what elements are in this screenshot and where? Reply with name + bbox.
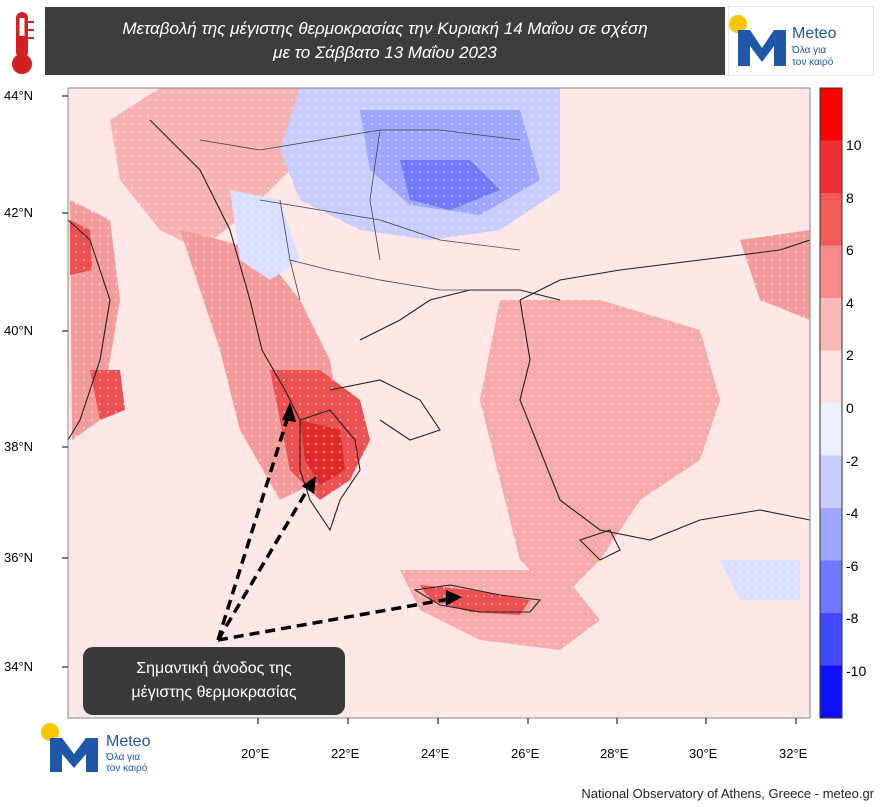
lat-label-42: 42°N bbox=[4, 205, 33, 220]
lat-label-38: 38°N bbox=[4, 439, 33, 454]
logo-name: Meteo bbox=[792, 25, 837, 42]
colorbar bbox=[820, 88, 842, 719]
lat-label-40: 40°N bbox=[4, 323, 33, 338]
title-line-1: Μεταβολή της μέγιστης θερμοκρασίας την Κ… bbox=[122, 19, 648, 38]
colorbar-segment bbox=[820, 665, 842, 719]
logo-tagline-2: τον καιρό bbox=[106, 762, 148, 774]
callout-box: Σημαντική άνοδος της μέγιστης θερμοκρασί… bbox=[83, 647, 345, 715]
cbar-label: -10 bbox=[846, 663, 866, 679]
colorbar-segment bbox=[820, 455, 842, 509]
cbar-label: 4 bbox=[846, 295, 854, 311]
meteo-logo-top: Meteo Όλα για τον καιρό bbox=[728, 6, 874, 76]
lon-label-24: 24°E bbox=[421, 746, 450, 761]
logo-tagline-2: τον καιρό bbox=[792, 56, 834, 68]
title-banner: Μεταβολή της μέγιστης θερμοκρασίας την Κ… bbox=[45, 7, 725, 75]
sun-icon bbox=[41, 723, 59, 741]
lon-label-22: 22°E bbox=[331, 746, 360, 761]
callout-line-1: Σημαντική άνοδος της bbox=[136, 660, 292, 677]
lon-label-26: 26°E bbox=[511, 746, 540, 761]
cbar-label: -4 bbox=[846, 505, 859, 521]
callout-line-2: μέγιστης θερμοκρασίας bbox=[131, 684, 297, 701]
cbar-label: 6 bbox=[846, 242, 854, 258]
cbar-label: 10 bbox=[846, 137, 862, 153]
cbar-label: 2 bbox=[846, 347, 854, 363]
colorbar-segment bbox=[820, 350, 842, 404]
map-frame bbox=[67, 87, 811, 719]
coastlines bbox=[68, 119, 810, 613]
colorbar-segment bbox=[820, 245, 842, 299]
cbar-label: -6 bbox=[846, 558, 859, 574]
cbar-label: -8 bbox=[846, 610, 859, 626]
cbar-label: 8 bbox=[846, 190, 854, 206]
lon-label-32: 32°E bbox=[779, 746, 808, 761]
lat-label-34: 34°N bbox=[4, 659, 33, 674]
colorbar-segment bbox=[820, 193, 842, 246]
logo-tagline-1: Όλα για bbox=[105, 752, 140, 763]
callout-arrows bbox=[216, 409, 456, 642]
cbar-label: -2 bbox=[846, 453, 859, 469]
logo-tagline-1: Όλα για bbox=[791, 45, 826, 56]
temperature-change-map: 44°N 42°N 40°N 38°N 36°N 34°N 20°E 22°E … bbox=[4, 87, 866, 761]
m-logo-icon bbox=[50, 738, 98, 772]
title-line-2: με το Σάββατο 13 Μαΐου 2023 bbox=[273, 43, 497, 62]
credit-text: National Observatory of Athens, Greece -… bbox=[581, 786, 874, 801]
colorbar-segment bbox=[820, 140, 842, 194]
cbar-label: 0 bbox=[846, 400, 854, 416]
country-borders bbox=[199, 129, 521, 301]
m-logo-icon bbox=[738, 30, 786, 66]
thermometer-icon bbox=[12, 12, 34, 74]
lon-label-20: 20°E bbox=[241, 746, 270, 761]
colorbar-segment bbox=[820, 403, 842, 456]
lon-label-30: 30°E bbox=[689, 746, 718, 761]
meteo-logo-bottom: Meteo Όλα για τον καιρό bbox=[41, 723, 151, 774]
colorbar-segment bbox=[820, 560, 842, 614]
lat-label-44: 44°N bbox=[4, 88, 33, 103]
sun-icon bbox=[729, 15, 747, 33]
lat-label-36: 36°N bbox=[4, 550, 33, 565]
logo-name: Meteo bbox=[106, 733, 151, 750]
colorbar-segment bbox=[820, 508, 842, 561]
colorbar-segment bbox=[820, 88, 842, 141]
colorbar-segment bbox=[820, 613, 842, 666]
colorbar-segment bbox=[820, 298, 842, 351]
lon-label-28: 28°E bbox=[600, 746, 629, 761]
